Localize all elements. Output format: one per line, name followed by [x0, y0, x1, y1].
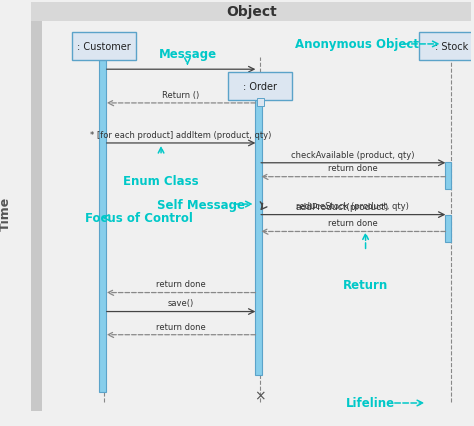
Text: addProduct(product): addProduct(product): [295, 202, 389, 211]
Text: : Order: : Order: [243, 82, 277, 92]
Text: reduceStock (product, qty): reduceStock (product, qty): [296, 202, 409, 211]
FancyBboxPatch shape: [255, 98, 262, 375]
FancyBboxPatch shape: [228, 72, 292, 101]
Text: return done: return done: [328, 164, 377, 173]
Text: return done: return done: [156, 280, 206, 289]
FancyBboxPatch shape: [256, 99, 264, 106]
Text: * [for each product] addItem (product, qty): * [for each product] addItem (product, q…: [90, 130, 272, 139]
Text: Return: Return: [343, 279, 388, 292]
Text: save(): save(): [168, 299, 194, 308]
FancyBboxPatch shape: [99, 60, 106, 391]
FancyBboxPatch shape: [445, 163, 451, 190]
Text: Enum Class: Enum Class: [123, 175, 199, 188]
Text: Lifeline: Lifeline: [346, 397, 394, 409]
Text: ×: ×: [254, 389, 266, 403]
Text: Return (): Return (): [162, 90, 200, 100]
Text: Focus of Control: Focus of Control: [85, 212, 193, 225]
Text: Time: Time: [0, 196, 11, 230]
Text: checkAvailable (product, qty): checkAvailable (product, qty): [291, 150, 414, 159]
FancyBboxPatch shape: [72, 33, 136, 61]
Text: : Stock: : Stock: [435, 42, 468, 52]
Text: Self Message: Self Message: [156, 198, 245, 211]
Text: return done: return done: [156, 322, 206, 331]
FancyBboxPatch shape: [31, 22, 42, 411]
Text: Anonymous Object: Anonymous Object: [295, 38, 419, 51]
FancyBboxPatch shape: [31, 3, 471, 22]
Text: : Customer: : Customer: [77, 42, 131, 52]
Text: return done: return done: [328, 219, 377, 228]
Text: Object: Object: [226, 5, 277, 19]
FancyBboxPatch shape: [445, 215, 451, 242]
FancyBboxPatch shape: [419, 33, 474, 61]
Text: Message: Message: [158, 48, 217, 60]
